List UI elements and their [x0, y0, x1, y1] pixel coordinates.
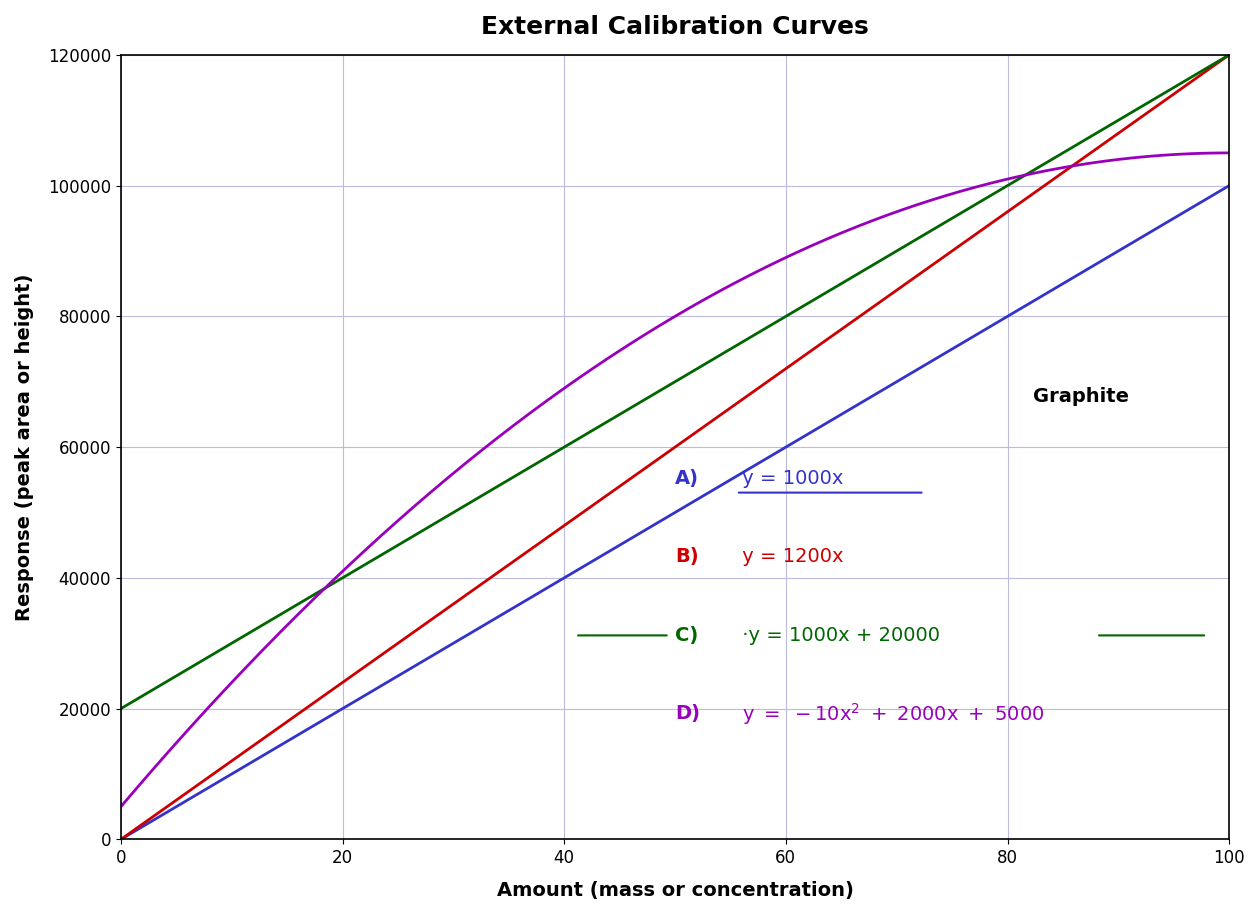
Text: y = 1200x: y = 1200x [736, 547, 843, 566]
X-axis label: Amount (mass or concentration): Amount (mass or concentration) [496, 881, 853, 900]
Text: Graphite: Graphite [1033, 387, 1129, 405]
Title: External Calibration Curves: External Calibration Curves [481, 15, 869, 39]
Text: D): D) [675, 705, 701, 724]
Text: ·y = 1000x + 20000: ·y = 1000x + 20000 [736, 626, 940, 645]
Text: y = 1000x: y = 1000x [736, 469, 843, 488]
Y-axis label: Response (peak area or height): Response (peak area or height) [15, 274, 34, 620]
Text: A): A) [675, 469, 699, 488]
Text: B): B) [675, 547, 698, 566]
Text: C): C) [675, 626, 698, 645]
Text: $\mathregular{y\ =\ -10x^{2}\ +\ 2000x\ +\ 5000}$: $\mathregular{y\ =\ -10x^{2}\ +\ 2000x\ … [736, 701, 1045, 727]
